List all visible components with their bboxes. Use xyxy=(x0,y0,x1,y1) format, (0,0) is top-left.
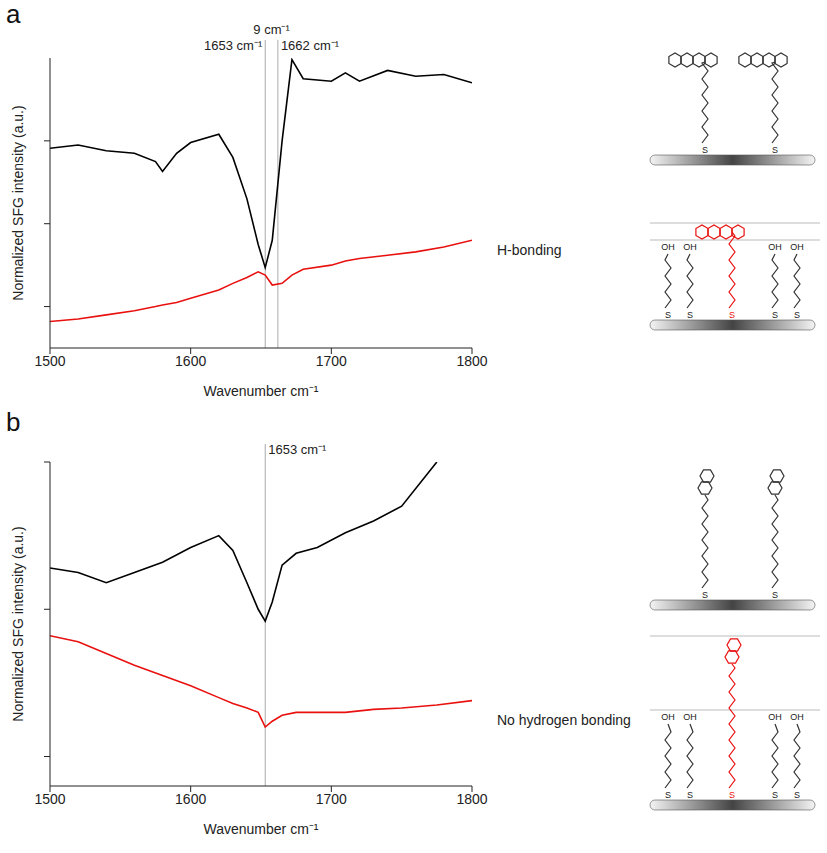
svg-text:OH: OH xyxy=(768,712,782,722)
html-text:a: a xyxy=(6,0,21,29)
svg-text:S: S xyxy=(772,590,778,600)
svg-text:OH: OH xyxy=(768,242,782,252)
svg-text:1800: 1800 xyxy=(456,353,487,369)
svg-text:9 cm⁻¹: 9 cm⁻¹ xyxy=(253,22,290,37)
svg-text:H-bonding: H-bonding xyxy=(497,242,562,258)
svg-text:S: S xyxy=(665,790,671,800)
svg-text:1600: 1600 xyxy=(175,353,206,369)
svg-text:No hydrogen bonding: No hydrogen bonding xyxy=(497,712,631,728)
svg-text:1500: 1500 xyxy=(34,353,65,369)
svg-text:Normalized SFG intensity (a.u.: Normalized SFG intensity (a.u.) xyxy=(10,526,26,721)
svg-text:S: S xyxy=(702,145,708,155)
svg-text:1800: 1800 xyxy=(456,791,487,807)
svg-text:OH: OH xyxy=(683,242,697,252)
svg-text:S: S xyxy=(729,310,735,320)
svg-text:OH: OH xyxy=(790,242,804,252)
svg-text:S: S xyxy=(772,145,778,155)
svg-text:S: S xyxy=(794,790,800,800)
svg-text:1500: 1500 xyxy=(34,791,65,807)
svg-text:S: S xyxy=(665,310,671,320)
svg-text:Normalized SFG intensity (a.u.: Normalized SFG intensity (a.u.) xyxy=(10,105,26,300)
svg-text:OH: OH xyxy=(790,712,804,722)
svg-text:S: S xyxy=(687,790,693,800)
svg-text:OH: OH xyxy=(661,242,675,252)
svg-text:1700: 1700 xyxy=(316,791,347,807)
svg-text:1700: 1700 xyxy=(316,353,347,369)
svg-text:1662 cm⁻¹: 1662 cm⁻¹ xyxy=(281,38,340,53)
svg-text:1600: 1600 xyxy=(175,791,206,807)
svg-text:OH: OH xyxy=(661,712,675,722)
svg-text:S: S xyxy=(729,790,735,800)
svg-text:1653 cm⁻¹: 1653 cm⁻¹ xyxy=(204,38,263,53)
svg-text:S: S xyxy=(687,310,693,320)
svg-text:S: S xyxy=(772,790,778,800)
svg-text:Wavenumber cm⁻¹: Wavenumber cm⁻¹ xyxy=(204,383,319,399)
svg-text:S: S xyxy=(702,590,708,600)
html-text:b: b xyxy=(6,407,21,437)
svg-text:1653 cm⁻¹: 1653 cm⁻¹ xyxy=(268,442,327,457)
svg-text:Wavenumber cm⁻¹: Wavenumber cm⁻¹ xyxy=(204,821,319,837)
svg-text:OH: OH xyxy=(683,712,697,722)
svg-text:S: S xyxy=(794,310,800,320)
svg-text:S: S xyxy=(772,310,778,320)
